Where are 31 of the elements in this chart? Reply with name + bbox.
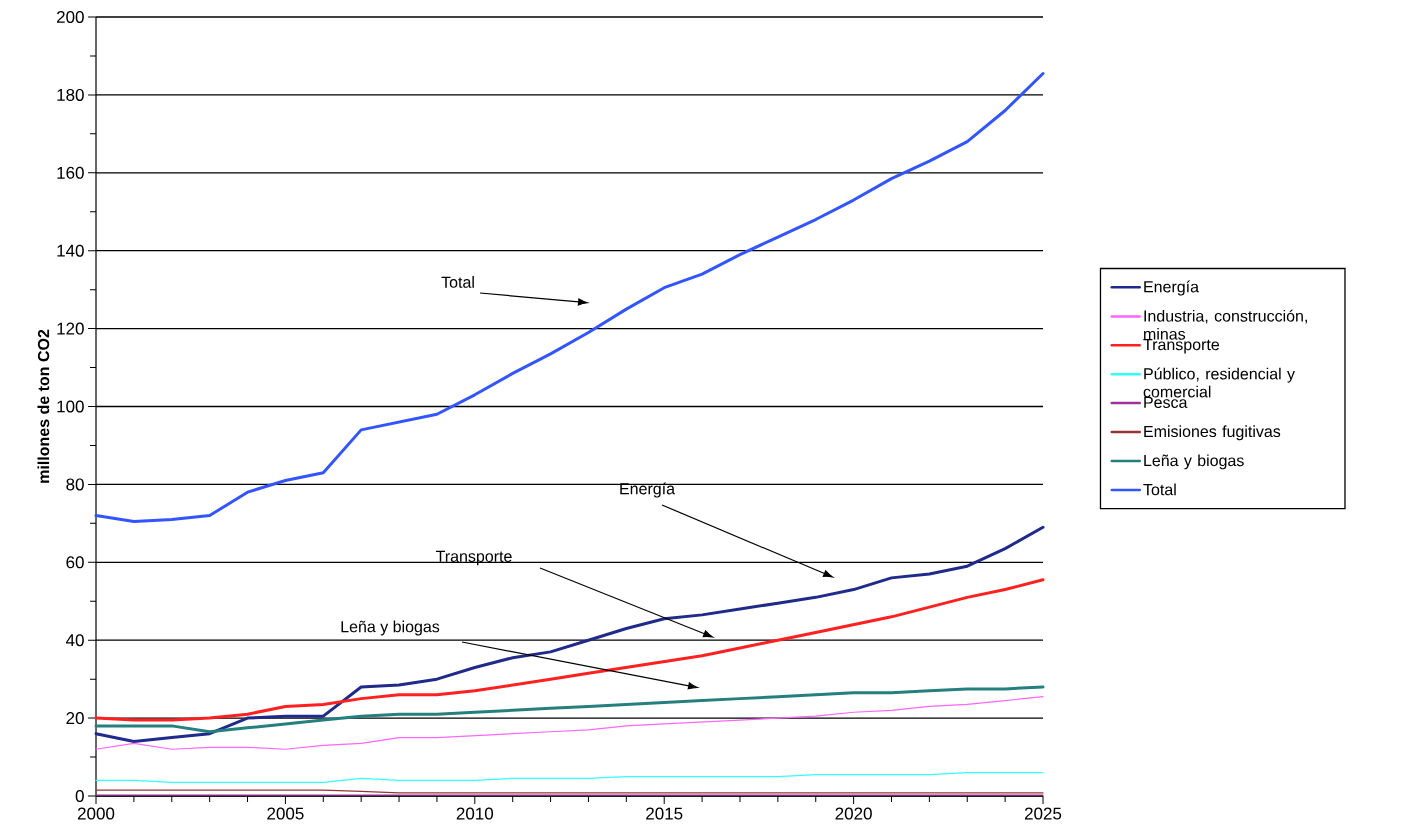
y-tick-label: 140 — [57, 244, 84, 257]
y-tick-label: 160 — [57, 166, 84, 179]
annotation: Transporte — [435, 550, 512, 566]
annotation: Total — [441, 276, 474, 288]
x-tick-label: 2015 — [646, 807, 683, 820]
annotation: Leña y biogas — [341, 620, 440, 636]
y-tick-label: 60 — [66, 556, 84, 569]
y-tick-label: 100 — [57, 400, 84, 413]
y-tick-label: 20 — [66, 712, 84, 725]
x-tick-label: 2010 — [456, 807, 494, 820]
y-axis-title: millones de ton CO2 — [37, 329, 50, 483]
x-tick-label: 2025 — [1024, 807, 1062, 820]
legend-label: Total — [1143, 483, 1176, 496]
line-series — [94, 525, 1045, 743]
legend-label: Emisiones fugitivas — [1144, 425, 1281, 441]
x-tick-label: 2000 — [77, 807, 115, 820]
legend-label: Industria, construcción, minas — [1144, 309, 1307, 340]
x-tick-label: 2005 — [267, 807, 304, 820]
legend-label: Transporte — [1143, 339, 1220, 354]
y-tick-label: 180 — [57, 88, 84, 101]
x-tick-label: 2020 — [835, 807, 872, 820]
legend-label: Energía — [1144, 280, 1200, 296]
legend-label: Público, residencial y comercial — [1143, 367, 1295, 398]
y-tick-label: 200 — [57, 10, 84, 24]
legend-label: Leña y biogas — [1144, 454, 1244, 470]
y-tick-label: 80 — [66, 478, 84, 491]
y-tick-label: 0 — [75, 789, 84, 803]
annotation: Energía — [620, 482, 676, 498]
legend-label: Pesca — [1144, 396, 1188, 409]
y-tick-label: 120 — [57, 322, 84, 335]
y-tick-label: 40 — [65, 634, 84, 647]
